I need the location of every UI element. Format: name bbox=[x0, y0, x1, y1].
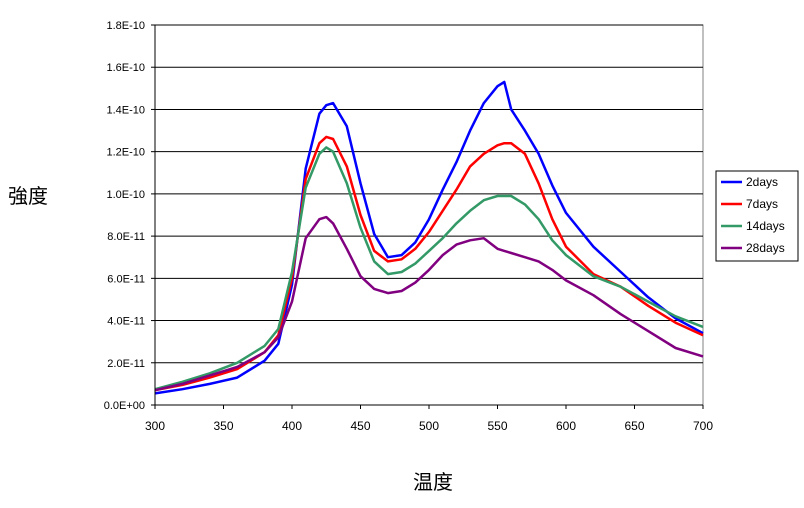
y-tick-label: 1.0E-10 bbox=[106, 189, 145, 201]
x-tick-label: 700 bbox=[693, 419, 713, 433]
y-tick-label: 1.2E-10 bbox=[106, 147, 145, 159]
y-axis-label: 強度 bbox=[8, 185, 48, 208]
x-tick-label: 350 bbox=[213, 419, 233, 433]
y-tick-label: 1.8E-10 bbox=[106, 20, 145, 32]
legend-items: 2days 7days 14days 28days bbox=[721, 175, 785, 255]
x-tick-label: 450 bbox=[350, 419, 370, 433]
plot-area bbox=[154, 24, 704, 406]
y-axis-ticks: 0.0E+00 2.0E-11 4.0E-11 6.0E-11 8.0E-11 1.0E-… bbox=[104, 20, 155, 412]
y-tick-label: 8.0E-11 bbox=[107, 231, 145, 243]
y-tick-label: 1.6E-10 bbox=[106, 62, 145, 74]
y-tick-label: 6.0E-11 bbox=[107, 273, 145, 285]
x-axis-label: 温度 bbox=[413, 471, 453, 494]
y-tick-label: 4.0E-11 bbox=[107, 316, 145, 328]
y-tick-label: 2.0E-11 bbox=[107, 358, 145, 370]
series-line-14days bbox=[154, 146, 704, 391]
x-tick-label: 650 bbox=[624, 419, 644, 433]
y-tick-label: 1.4E-10 bbox=[106, 104, 145, 116]
x-tick-label: 400 bbox=[282, 419, 302, 433]
legend-label: 28days bbox=[746, 241, 785, 255]
legend-label: 2days bbox=[746, 175, 778, 189]
legend: 2days 7days 14days 28days bbox=[715, 170, 799, 262]
x-tick-label: 300 bbox=[145, 419, 165, 433]
x-tick-label: 600 bbox=[556, 419, 576, 433]
legend-box bbox=[715, 170, 799, 262]
x-tick-label: 550 bbox=[487, 419, 507, 433]
x-tick-label: 500 bbox=[419, 419, 439, 433]
legend-label: 14days bbox=[746, 219, 785, 233]
series-line-7days bbox=[154, 135, 704, 392]
gridlines bbox=[155, 24, 703, 364]
series-line-2days bbox=[154, 80, 704, 395]
x-axis-ticks: 300 350 400 450 500 550 600 650 700 bbox=[145, 405, 713, 433]
series-lines bbox=[154, 80, 704, 395]
series-line-28days bbox=[154, 215, 704, 392]
legend-label: 7days bbox=[746, 197, 778, 211]
y-tick-label: 0.0E+00 bbox=[104, 400, 145, 412]
